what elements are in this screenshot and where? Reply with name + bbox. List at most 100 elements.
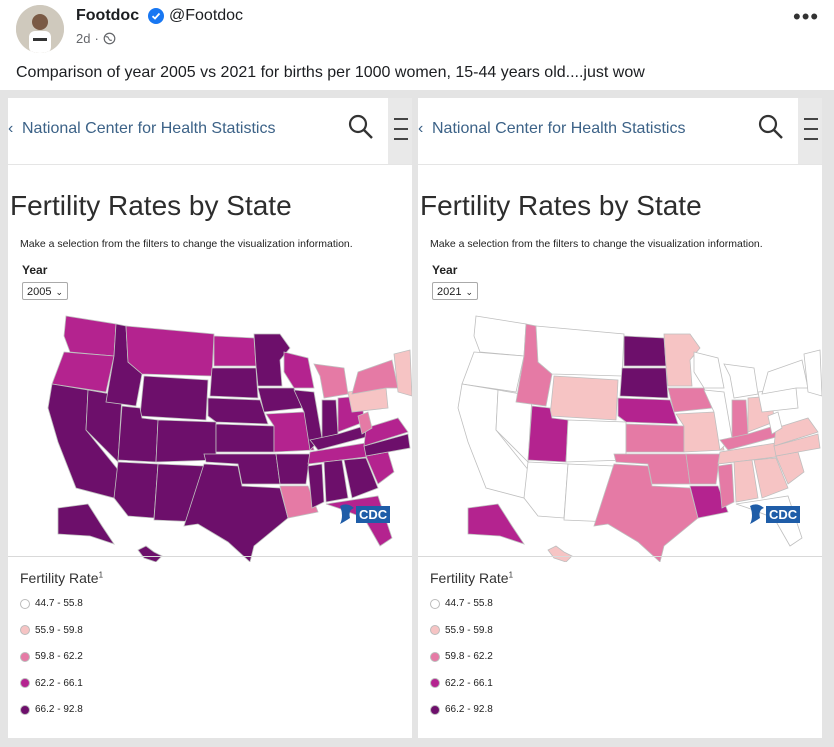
legend-swatch (20, 651, 30, 662)
legend-item: 62.2 - 66.1 (20, 678, 83, 689)
legend-label: 44.7 - 55.8 (35, 598, 83, 609)
page-title: Fertility Rates by State (420, 190, 702, 221)
back-chevron-icon: ‹ (418, 120, 424, 137)
legend-swatch (20, 704, 30, 715)
state-ne (617, 397, 679, 425)
legend-item: 55.9 - 59.8 (20, 625, 83, 636)
legend-label: 62.2 - 66.1 (445, 677, 493, 689)
state-hi (547, 545, 573, 563)
more-options-icon[interactable]: ••• (793, 4, 820, 29)
state-ne_states (803, 349, 823, 397)
state-in (321, 399, 339, 439)
legend-swatch (20, 678, 30, 688)
state-wy (139, 375, 209, 421)
state-or (51, 351, 115, 393)
state-al (733, 459, 759, 503)
page-subtitle: Make a selection from the filters to cha… (20, 238, 353, 250)
post-time[interactable]: 2d (76, 31, 91, 46)
legend-title: Fertility Rate1 (430, 570, 513, 586)
state-ak (467, 503, 525, 545)
page-subtitle: Make a selection from the filters to cha… (430, 238, 763, 250)
menu-icon (798, 98, 822, 164)
state-az (113, 461, 159, 519)
legend-footnote: 1 (98, 570, 104, 580)
page-title: Fertility Rates by State (10, 190, 292, 221)
legend-label: 62.2 - 66.1 (35, 677, 83, 689)
state-or (461, 351, 525, 393)
state-mi (313, 363, 349, 399)
state-ks (215, 423, 275, 453)
legend-label: 55.9 - 59.8 (35, 624, 83, 636)
year-value: 2021 (437, 286, 462, 298)
legend-item: 55.9 - 59.8 (430, 625, 493, 636)
state-ne_states (393, 349, 413, 397)
state-nc (773, 433, 821, 457)
legend-swatch (430, 625, 440, 635)
state-ks (625, 423, 685, 453)
avatar[interactable] (16, 5, 64, 53)
panel-2021: ‹ National Center for Health Statistics … (418, 98, 823, 738)
us-fertility-map (428, 312, 823, 563)
state-mi (723, 363, 759, 399)
state-ar (275, 453, 311, 485)
hhs-eagle-icon (340, 504, 354, 524)
state-wi (283, 351, 315, 389)
legend-title-text: Fertility Rate (430, 570, 509, 586)
year-select: 2005 ⌄ (22, 282, 68, 300)
globe-icon (103, 32, 116, 45)
back-chevron-icon: ‹ (8, 120, 14, 137)
state-az (523, 461, 569, 519)
author-name[interactable]: Footdoc (76, 7, 140, 24)
state-ar (685, 453, 721, 485)
state-al (323, 459, 349, 503)
legend-label: 66.2 - 92.8 (35, 704, 83, 715)
legend-item: 59.8 - 62.2 (20, 651, 83, 662)
year-label: Year (432, 263, 458, 277)
site-nav: ‹ National Center for Health Statistics (8, 98, 412, 165)
post-image[interactable]: ‹ National Center for Health Statistics … (0, 90, 834, 747)
cdc-logo: CDC (766, 506, 801, 523)
legend-title: Fertility Rate1 (20, 570, 103, 586)
divider (418, 556, 822, 557)
meta-separator: · (94, 31, 99, 46)
legend-label: 59.8 - 62.2 (35, 651, 83, 662)
state-mt (535, 325, 625, 377)
state-wi (693, 351, 725, 389)
legend-item: 66.2 - 92.8 (430, 704, 493, 715)
post-header: Footdoc @Footdoc 2d · ••• (0, 0, 834, 60)
state-ny (761, 359, 809, 395)
legend-title-text: Fertility Rate (20, 570, 99, 586)
legend-item: 62.2 - 66.1 (430, 678, 493, 689)
panel-2005: ‹ National Center for Health Statistics … (8, 98, 413, 738)
site-name: National Center for Health Statistics (432, 120, 686, 137)
hhs-eagle-icon (750, 504, 764, 524)
state-mt (125, 325, 215, 377)
search-icon (348, 114, 373, 139)
state-tx (593, 463, 699, 563)
state-va (363, 417, 409, 447)
state-mn (663, 333, 701, 387)
state-wv (767, 411, 783, 435)
state-wy (549, 375, 619, 421)
year-value: 2005 (27, 286, 52, 298)
site-name: National Center for Health Statistics (22, 120, 276, 137)
legend-label: 44.7 - 55.8 (445, 598, 493, 609)
state-sd (619, 367, 669, 399)
legend-swatch (430, 598, 440, 609)
state-ms (717, 463, 735, 509)
state-sd (209, 367, 259, 399)
legend-item: 44.7 - 55.8 (20, 598, 83, 609)
state-nd (213, 335, 257, 367)
state-la (279, 485, 319, 519)
state-tx (183, 463, 289, 563)
state-wa (473, 315, 527, 357)
state-ak (57, 503, 115, 545)
author-handle[interactable]: @Footdoc (169, 7, 244, 24)
state-ne (207, 397, 269, 425)
state-ga (343, 457, 379, 499)
state-ms (307, 463, 325, 509)
legend-item: 66.2 - 92.8 (20, 704, 83, 715)
chevron-down-icon: ⌄ (465, 287, 473, 297)
divider (8, 556, 412, 557)
state-in (731, 399, 749, 439)
